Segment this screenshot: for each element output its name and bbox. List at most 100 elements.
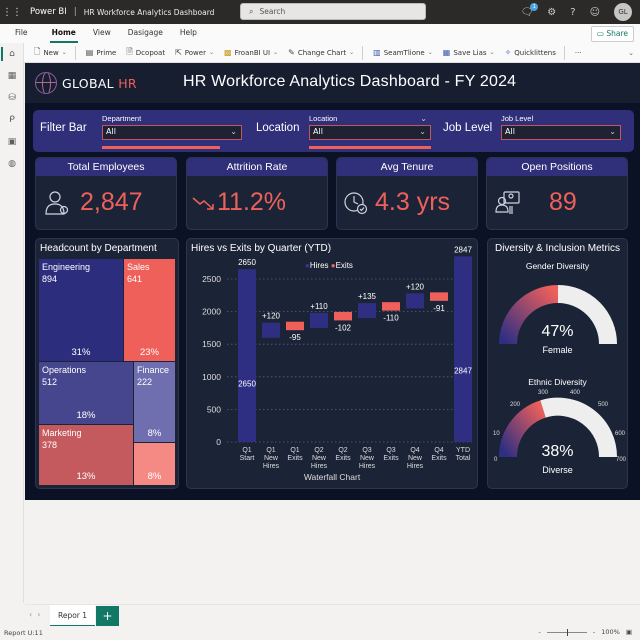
- kpi-avg-tenure[interactable]: Avg Tenure 4.3 yrs: [336, 157, 478, 230]
- ethnic-value: 38%: [541, 443, 574, 460]
- bar-inner-label: 2650: [238, 380, 256, 389]
- waterfall-bar[interactable]: [406, 293, 424, 309]
- more-button[interactable]: ···: [575, 49, 582, 57]
- share-button[interactable]: ▭ Share: [590, 26, 634, 42]
- tile-name: Finance: [137, 365, 170, 375]
- avatar[interactable]: GL: [614, 3, 632, 21]
- treemap-tile-engineering[interactable]: Engineering 894 31%: [39, 259, 123, 361]
- print-button[interactable]: ▤ Prime: [86, 48, 117, 57]
- clock-check-icon: [339, 190, 373, 216]
- report-icon[interactable]: ▣: [7, 137, 17, 147]
- treemap-tile-marketing[interactable]: Marketing 378 13%: [39, 425, 133, 485]
- menu-help[interactable]: Help: [179, 28, 197, 37]
- x-tick-label: Hires: [263, 463, 280, 470]
- page-tab-report-1[interactable]: Repor 1: [50, 605, 95, 627]
- bar-label: 2650: [238, 258, 256, 267]
- menu-home[interactable]: Home: [49, 24, 78, 43]
- menu-dasigage[interactable]: Dasigage: [127, 28, 163, 37]
- x-tick-label: Hires: [311, 463, 328, 470]
- menu-file[interactable]: File: [15, 28, 28, 37]
- zoom-out-button[interactable]: -: [538, 628, 541, 636]
- kpi-open-positions[interactable]: Open Positions 89: [486, 157, 628, 230]
- ribbon-collapse-icon[interactable]: ⌄: [628, 49, 634, 57]
- document-button[interactable]: 🗎 Dcopoat: [126, 46, 165, 60]
- waterfall-bar[interactable]: [262, 322, 280, 338]
- settings-icon[interactable]: ⚙: [547, 6, 557, 18]
- job-level-select[interactable]: All ⌄: [501, 125, 621, 140]
- dashboard-header: GLOBAL HR HR Workforce Analytics Dashboa…: [25, 63, 640, 103]
- waterfall-bar[interactable]: [286, 321, 304, 331]
- waterfall-bar[interactable]: [334, 311, 352, 321]
- table-icon[interactable]: ▦: [7, 71, 17, 81]
- app-launcher-icon[interactable]: ⋮⋮: [2, 6, 22, 18]
- job-level-label: Job Level: [443, 122, 493, 134]
- power-button[interactable]: ⇱ Power ⌄: [175, 48, 214, 57]
- gauge-tick: 10: [493, 431, 500, 437]
- location-select[interactable]: All ⌄: [309, 125, 431, 140]
- department-value: All: [106, 127, 116, 136]
- kpi-value: 89: [549, 188, 577, 216]
- save-as-button[interactable]: ▦ Save Lias ⌄: [443, 48, 495, 57]
- page-nav-arrows[interactable]: ‹ ›: [29, 610, 41, 619]
- page-tabs-bar: ‹ › Repor 1 +: [25, 604, 640, 627]
- filter-bar-label: Filter Bar: [40, 122, 87, 134]
- change-chart-button[interactable]: ✎ Change Chart ⌄: [288, 48, 354, 57]
- template-button[interactable]: ▥ SeamTlione ⌄: [373, 48, 433, 57]
- department-select[interactable]: All ⌄: [102, 125, 242, 140]
- gauge-tick: 700: [616, 457, 627, 463]
- location-caption: Location: [309, 114, 338, 123]
- model-icon[interactable]: ᑭ: [9, 115, 15, 125]
- tile-pct: 8%: [147, 471, 162, 482]
- waterfall-bar[interactable]: [382, 302, 400, 311]
- x-tick-label: Q2: [314, 447, 323, 454]
- y-tick-label: 500: [207, 404, 221, 414]
- quick-button[interactable]: ✧ Quicklittens: [505, 48, 556, 57]
- treemap-tile-sales[interactable]: Sales 641 23%: [124, 259, 175, 361]
- powerbi-ui-button[interactable]: ▩ FroanBI UI ⌄: [224, 48, 278, 57]
- kpi-title: Attrition Rate: [187, 158, 327, 176]
- x-tick-label: Hires: [407, 463, 424, 470]
- globe-icon[interactable]: ◍: [8, 159, 16, 169]
- notifications-icon[interactable]: 🗨 1: [521, 2, 539, 18]
- department-filter[interactable]: Department All ⌄: [102, 114, 242, 140]
- left-nav: ⌂ ▦ ⛁ ᑭ ▣ ◍: [0, 43, 24, 603]
- kpi-attrition-rate[interactable]: Attrition Rate 11.2%: [186, 157, 328, 230]
- kpi-value: 11.2%: [217, 188, 287, 216]
- location-filter[interactable]: Location ⌄ All ⌄: [309, 114, 431, 140]
- zoom-in-button[interactable]: -: [592, 628, 596, 636]
- x-tick-label: Start: [240, 455, 255, 462]
- help-icon[interactable]: ?: [570, 6, 576, 18]
- job-level-filter[interactable]: Job Level All ⌄: [501, 114, 621, 140]
- menu-bar: File Home View Dasigage Help ▭ Share: [0, 24, 640, 43]
- chevron-down-icon[interactable]: ⌄: [420, 114, 427, 123]
- x-tick-label: Exits: [431, 455, 447, 462]
- waterfall-bar[interactable]: [454, 256, 472, 442]
- feedback-icon[interactable]: ☺: [589, 6, 600, 18]
- fit-page-icon[interactable]: ▣: [625, 628, 632, 636]
- tile-pct: 18%: [76, 410, 96, 421]
- title-separator: |: [73, 7, 77, 17]
- waterfall-bar[interactable]: [238, 269, 256, 442]
- new-button[interactable]: 🗋 New ⌄: [34, 46, 67, 60]
- gender-label: Female: [542, 345, 573, 355]
- y-tick-label: 1500: [202, 339, 221, 349]
- waterfall-bar[interactable]: [358, 303, 376, 319]
- search-input[interactable]: ⌕ Search: [240, 3, 426, 20]
- tile-pct: 13%: [76, 471, 96, 482]
- kpi-total-employees[interactable]: Total Employees 2,847: [35, 157, 177, 230]
- menu-view[interactable]: View: [92, 28, 111, 37]
- tile-pct: 23%: [139, 347, 159, 358]
- tile-name: Operations: [42, 365, 87, 375]
- home-icon[interactable]: ⌂: [0, 43, 24, 65]
- treemap-tile-other[interactable]: 8%: [134, 443, 175, 485]
- database-icon[interactable]: ⛁: [8, 93, 16, 103]
- treemap-tile-finance[interactable]: Finance 222 8%: [134, 362, 175, 442]
- waterfall-bar[interactable]: [310, 312, 328, 328]
- add-page-button[interactable]: +: [96, 606, 119, 626]
- ethnic-gauge: 0 10 200 300 400 500 600 700: [493, 390, 627, 463]
- treemap-tile-operations[interactable]: Operations 512 18%: [39, 362, 133, 424]
- x-tick-label: Q4: [410, 447, 419, 454]
- zoom-slider[interactable]: [546, 628, 587, 636]
- x-axis-label: Waterfall Chart: [303, 472, 361, 482]
- waterfall-bar[interactable]: [430, 292, 448, 301]
